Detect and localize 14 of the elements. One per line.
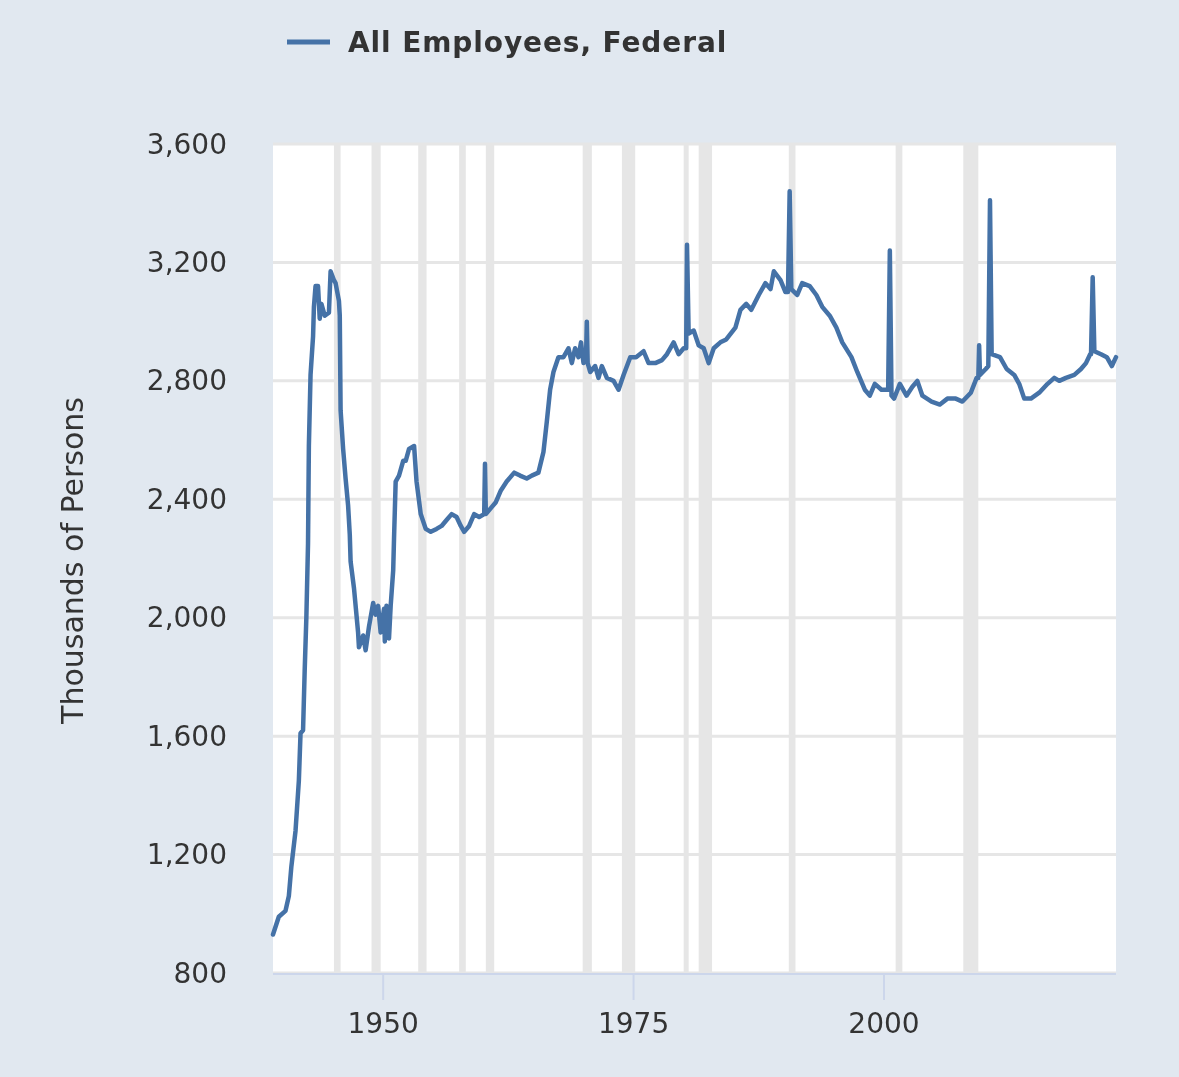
line-series	[270, 189, 1119, 937]
legend-label: All Employees, Federal	[348, 25, 728, 59]
x-tick-label: 1975	[597, 1006, 670, 1040]
y-axis-title: Thousands of Persons	[54, 397, 90, 725]
y-tick-label: 3,200	[146, 245, 227, 279]
x-tick-label: 1950	[347, 1006, 419, 1040]
y-tick-label: 3,600	[146, 127, 227, 161]
y-tick-label: 2,000	[146, 601, 227, 635]
y-tick-label: 800	[173, 956, 227, 990]
y-tick-label: 2,400	[146, 482, 227, 516]
y-tick-label: 2,800	[146, 364, 227, 398]
y-tick-label: 1,600	[146, 719, 227, 753]
y-tick-label: 1,200	[146, 838, 227, 872]
x-tick-label: 2000	[848, 1006, 920, 1040]
